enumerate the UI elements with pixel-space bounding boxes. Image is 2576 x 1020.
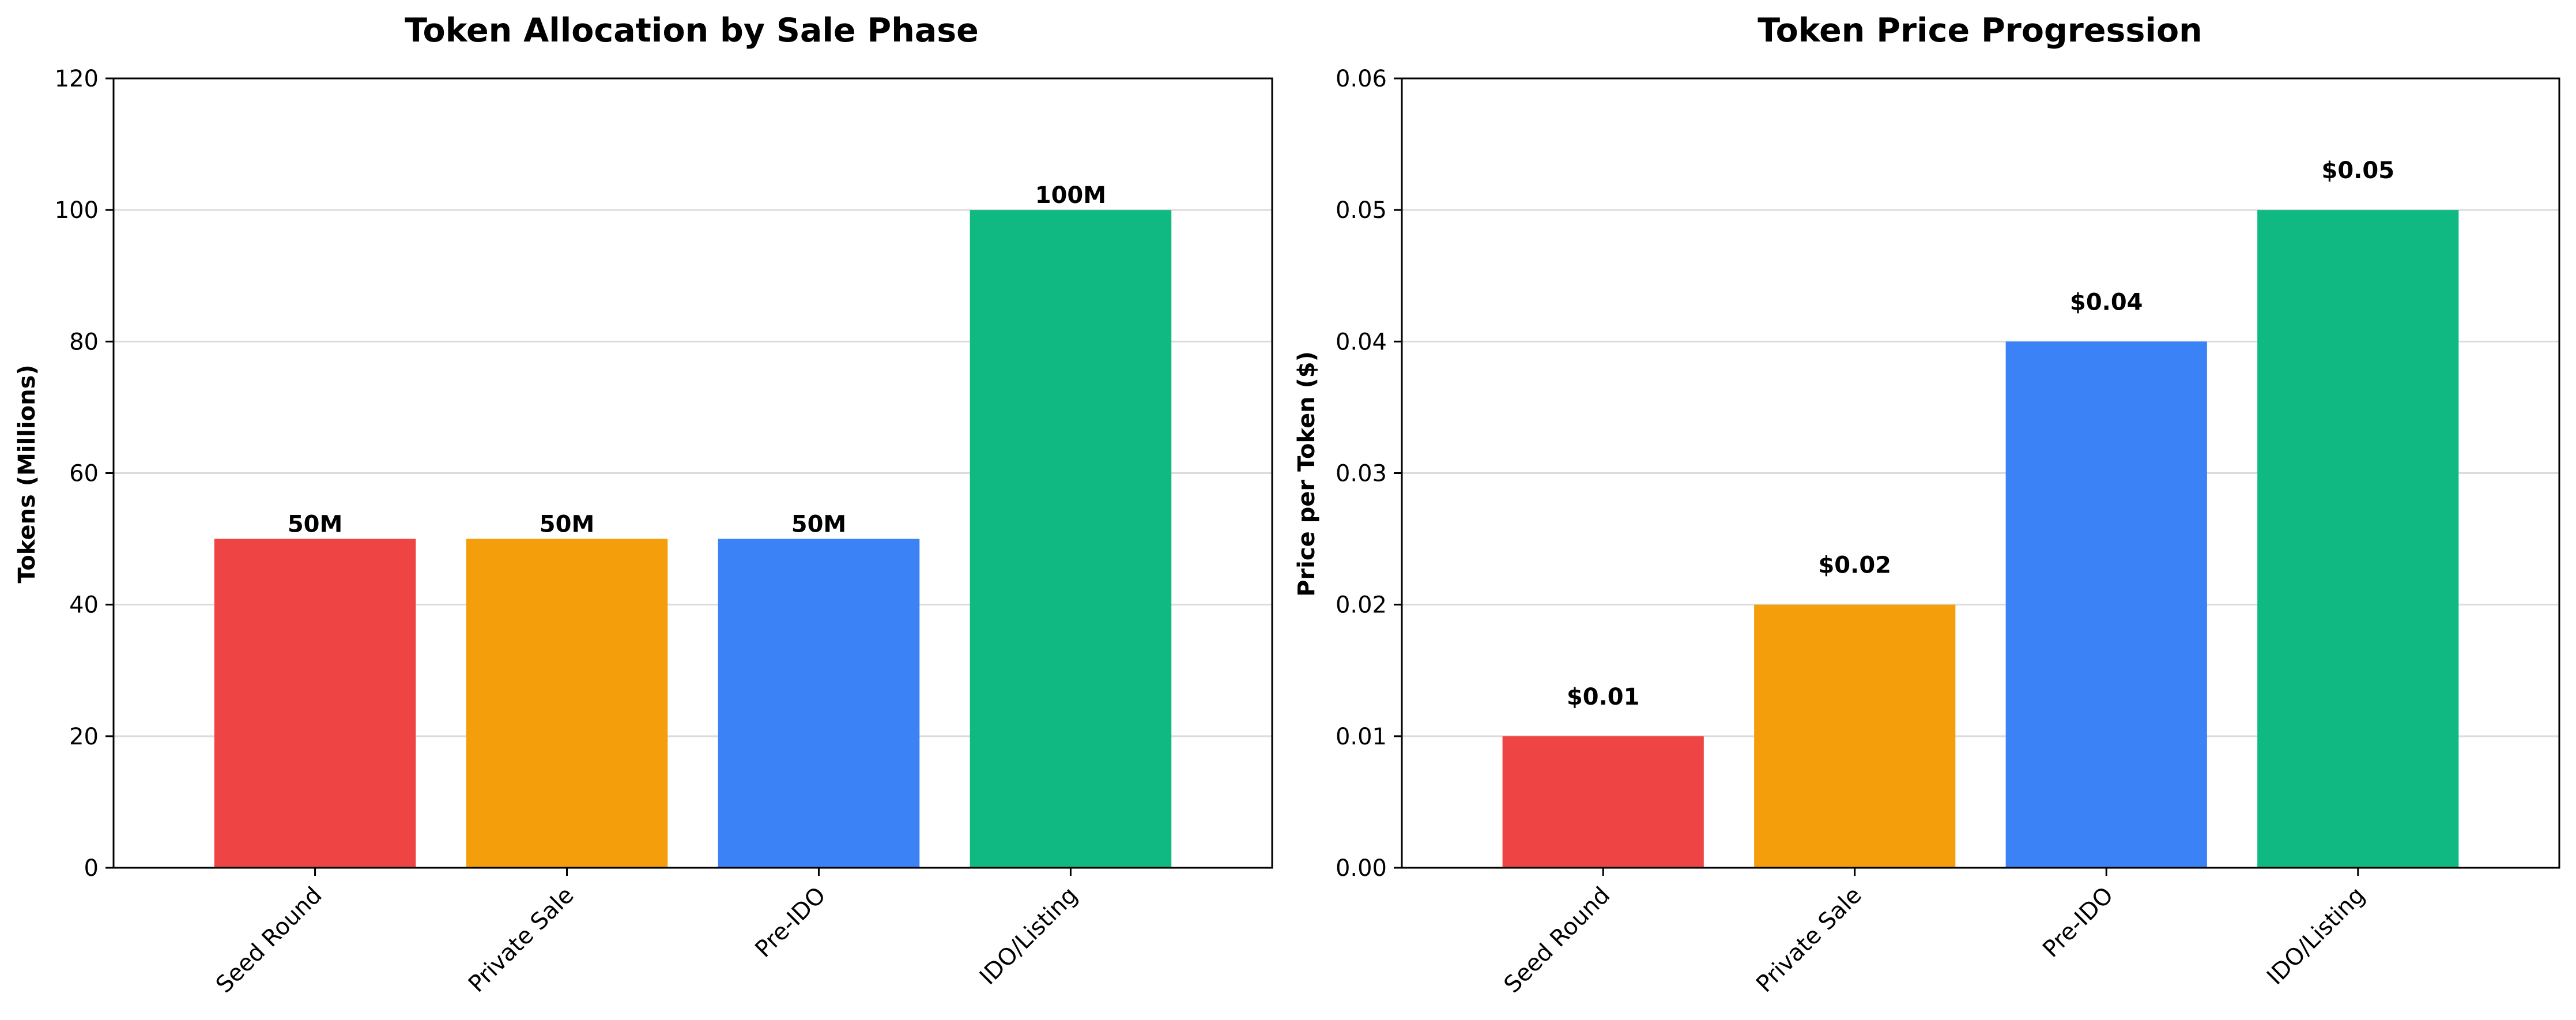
price-chart-y-axis-label: Price per Token ($) [1293,351,1320,597]
allocation-y-tick-label: 100 [55,197,99,224]
allocation-x-tick-label: Private Sale [463,882,579,998]
allocation-data-label: 50M [791,511,846,538]
allocation-chart-title: Token Allocation by Sale Phase [405,12,979,50]
price-bar-private-sale [1754,604,1956,868]
allocation-chart: Token Allocation by Sale Phase Tokens (M… [14,12,1273,999]
price-chart-title: Token Price Progression [1757,12,2202,50]
price-x-tick-label: IDO/Listing [2262,882,2370,991]
allocation-y-tick-label: 20 [69,724,99,750]
price-x-tick-label: Pre-IDO [2038,882,2118,963]
price-data-label: $0.04 [2070,289,2143,315]
price-y-tick-label: 0.03 [1336,461,1387,487]
allocation-bar-ido-listing [970,210,1172,868]
allocation-bar-private-sale [466,539,668,868]
allocation-y-tick-label: 120 [55,66,99,92]
allocation-y-tick-label: 60 [69,461,99,487]
allocation-data-label: 50M [288,511,342,538]
allocation-y-tick-label: 80 [69,329,99,355]
price-bar-ido-listing [2257,210,2459,868]
allocation-x-tick-label: IDO/Listing [975,882,1083,991]
price-x-tick-label: Private Sale [1751,882,1867,998]
price-y-tick-label: 0.04 [1336,329,1387,355]
allocation-data-label: 100M [1035,182,1106,209]
price-x-tick-label: Seed Round [1499,882,1616,999]
allocation-bar-pre-ido [718,539,920,868]
price-bar-seed-round [1502,736,1704,868]
price-y-tick-label: 0.05 [1336,197,1387,224]
allocation-chart-y-axis-label: Tokens (Millions) [14,364,40,583]
price-y-tick-label: 0.02 [1336,592,1387,619]
price-bar-pre-ido [2005,341,2207,868]
allocation-y-tick-label: 0 [84,855,99,882]
price-data-label: $0.02 [1818,552,1891,579]
allocation-x-tick-label: Pre-IDO [750,882,831,963]
price-data-label: $0.05 [2322,157,2395,184]
allocation-data-label: 50M [540,511,594,538]
allocation-y-tick-label: 40 [69,592,99,619]
price-y-tick-label: 0.00 [1336,855,1387,882]
price-y-tick-label: 0.06 [1336,66,1387,92]
price-data-label: $0.01 [1567,684,1640,710]
allocation-x-tick-label: Seed Round [211,882,327,999]
allocation-bar-seed-round [214,539,416,868]
price-y-tick-label: 0.01 [1336,724,1387,750]
price-chart: Token Price Progression Price per Token … [1293,12,2560,999]
